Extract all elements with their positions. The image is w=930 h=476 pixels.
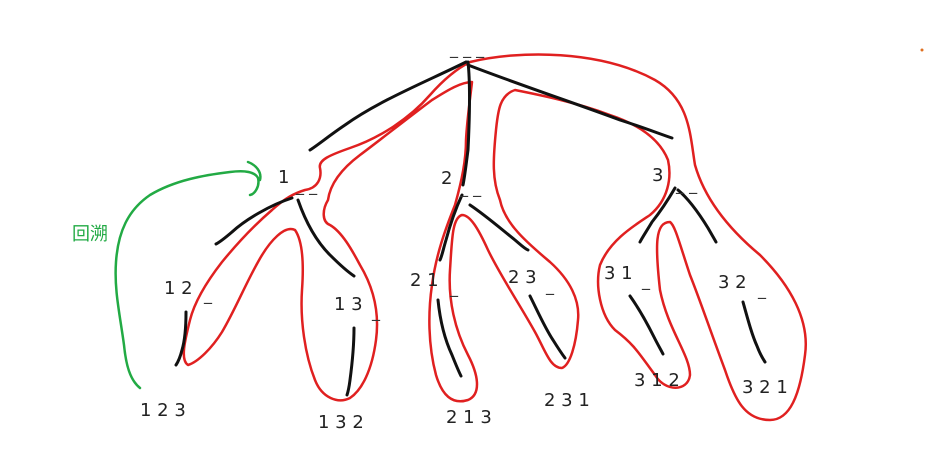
node-1-placeholder: _ _ [295, 176, 318, 196]
node-32-label: 3 2 [718, 272, 747, 293]
node-12-placeholder: _ [203, 285, 213, 305]
leaf-132: 1 3 2 [318, 412, 364, 433]
node-31-placeholder: _ [641, 271, 651, 291]
leaf-123: 1 2 3 [140, 400, 186, 421]
node-23-placeholder: _ [545, 276, 555, 296]
backtrack-label: 回溯 [72, 224, 108, 245]
node-3-placeholder: _ _ [675, 175, 698, 195]
leaf-231: 2 3 1 [544, 390, 590, 411]
node-31-label: 3 1 [604, 263, 633, 284]
node-2-label: 2 [441, 168, 452, 189]
node-23-label: 2 3 [508, 267, 537, 288]
node-21-placeholder: _ [449, 278, 459, 298]
node-3-label: 3 [652, 165, 663, 186]
node-13-label: 1 3 [334, 294, 363, 315]
leaf-213: 2 1 3 [446, 407, 492, 428]
node-2-placeholder: _ _ [459, 178, 482, 198]
node-21-label: 2 1 [410, 270, 439, 291]
backtrack-arrow [114, 160, 262, 390]
dfs-traversal-path [182, 53, 808, 422]
tree-edges [174, 60, 767, 397]
leaf-321: 3 2 1 [742, 377, 788, 398]
leaf-312: 3 1 2 [634, 370, 680, 391]
root-placeholder: _ _ _ [449, 39, 485, 59]
node-1-label: 1 [278, 167, 289, 188]
stray-dot [920, 48, 924, 52]
node-13-placeholder: _ [371, 302, 381, 322]
node-32-placeholder: _ [757, 280, 767, 300]
node-12-label: 1 2 [164, 278, 193, 299]
